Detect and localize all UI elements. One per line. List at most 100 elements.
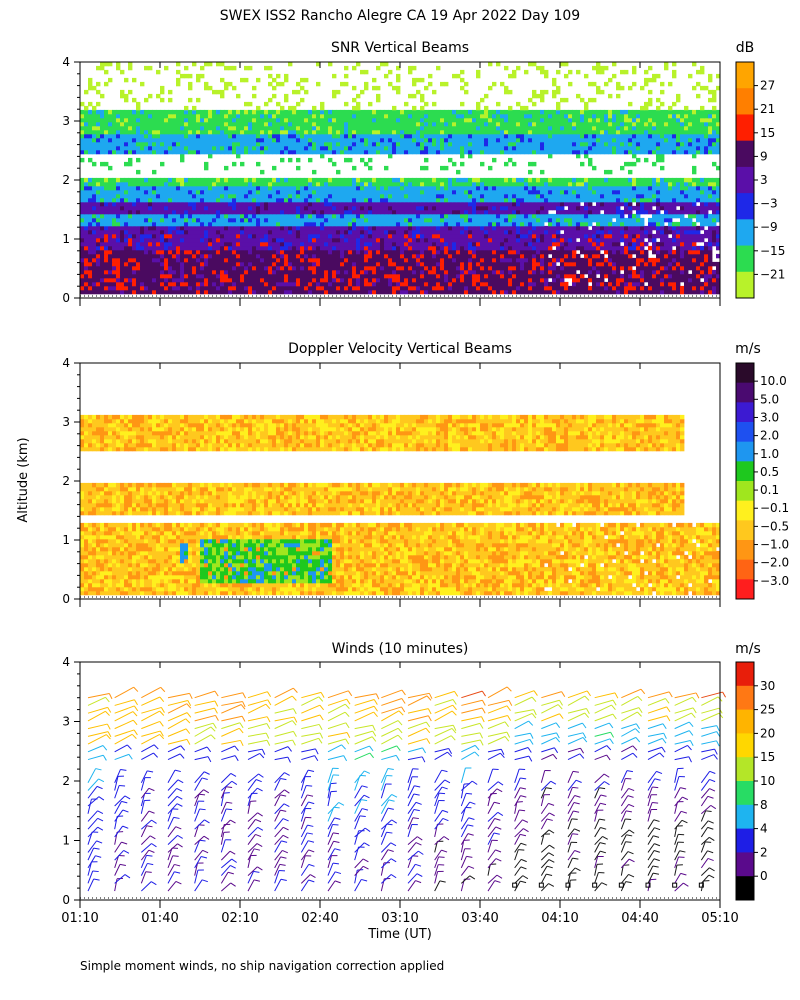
snr-cell bbox=[544, 225, 549, 231]
snr-cell bbox=[448, 225, 453, 231]
snr-cell bbox=[232, 253, 237, 259]
snr-cell bbox=[488, 269, 493, 275]
snr-cell bbox=[144, 241, 149, 247]
snr-cell bbox=[648, 185, 653, 191]
snr-cell bbox=[592, 257, 597, 263]
snr-cell bbox=[108, 225, 113, 231]
snr-cell bbox=[576, 289, 581, 295]
snr-cell bbox=[516, 269, 521, 275]
snr-cell bbox=[676, 193, 681, 199]
snr-cell bbox=[492, 245, 497, 251]
snr-cell bbox=[308, 189, 313, 195]
snr-cell bbox=[508, 241, 513, 247]
snr-cell bbox=[420, 213, 425, 219]
snr-cell bbox=[580, 229, 585, 235]
snr-cell bbox=[492, 185, 497, 191]
snr-cell bbox=[332, 189, 337, 195]
snr-cell bbox=[308, 233, 313, 239]
snr-cell bbox=[448, 221, 453, 227]
snr-cell bbox=[256, 161, 261, 167]
snr-cell bbox=[556, 277, 561, 283]
snr-cell bbox=[676, 261, 681, 267]
snr-cell bbox=[84, 145, 89, 151]
snr-cell bbox=[136, 273, 141, 279]
snr-cell bbox=[656, 289, 661, 295]
snr-cell bbox=[576, 185, 581, 191]
snr-cell bbox=[648, 189, 653, 195]
snr-cell bbox=[388, 273, 393, 279]
snr-cell bbox=[160, 261, 165, 267]
snr-cell bbox=[616, 229, 621, 235]
snr-cell bbox=[480, 241, 485, 247]
snr-cell bbox=[156, 289, 161, 295]
snr-cell bbox=[532, 285, 537, 291]
snr-cell bbox=[304, 237, 309, 243]
snr-cell bbox=[524, 185, 529, 191]
snr-cell bbox=[96, 249, 101, 255]
snr-cell bbox=[228, 253, 233, 259]
snr-cell bbox=[392, 233, 397, 239]
snr-cell bbox=[84, 209, 89, 215]
snr-cell bbox=[208, 233, 213, 239]
snr-cell bbox=[576, 257, 581, 263]
snr-cell bbox=[336, 229, 341, 235]
snr-cell bbox=[152, 229, 157, 235]
snr-cell bbox=[388, 225, 393, 231]
snr-cell bbox=[688, 189, 693, 195]
snr-cell bbox=[620, 225, 625, 231]
snr-cell bbox=[232, 193, 237, 199]
snr-cell bbox=[96, 277, 101, 283]
snr-cell bbox=[576, 153, 581, 159]
snr-cell bbox=[392, 185, 397, 191]
snr-cell bbox=[416, 241, 421, 247]
snr-cell bbox=[612, 257, 617, 263]
snr-cell bbox=[356, 149, 361, 155]
snr-cell bbox=[284, 249, 289, 255]
snr-cell bbox=[468, 149, 473, 155]
snr-cell bbox=[92, 213, 97, 219]
snr-cell bbox=[220, 193, 225, 199]
snr-cell bbox=[552, 233, 557, 239]
snr-cell bbox=[472, 201, 477, 207]
snr-cell bbox=[432, 265, 437, 271]
snr-cell bbox=[320, 185, 325, 191]
snr-cell bbox=[116, 209, 121, 215]
snr-cell bbox=[344, 261, 349, 267]
snr-cell bbox=[324, 261, 329, 267]
snr-cell bbox=[592, 145, 597, 151]
snr-cell bbox=[540, 269, 545, 275]
snr-cell bbox=[440, 265, 445, 271]
snr-cell bbox=[260, 285, 265, 291]
snr-cell bbox=[196, 185, 201, 191]
snr-cell bbox=[216, 277, 221, 283]
snr-cell bbox=[256, 189, 261, 195]
snr-cell bbox=[360, 237, 365, 243]
snr-cell bbox=[488, 253, 493, 259]
snr-cell bbox=[496, 281, 501, 287]
snr-cell bbox=[316, 229, 321, 235]
snr-cell bbox=[596, 209, 601, 215]
snr-cell bbox=[260, 237, 265, 243]
snr-cell bbox=[508, 265, 513, 271]
snr-cell bbox=[344, 189, 349, 195]
snr-cell bbox=[476, 185, 481, 191]
snr-cell bbox=[452, 269, 457, 275]
snr-cell bbox=[284, 229, 289, 235]
snr-cell bbox=[352, 149, 357, 155]
snr-cell bbox=[440, 177, 445, 183]
snr-cell bbox=[704, 209, 709, 215]
snr-cell bbox=[560, 233, 565, 239]
snr-cell bbox=[88, 229, 93, 235]
snr-cell bbox=[360, 213, 365, 219]
snr-cell bbox=[364, 145, 369, 151]
snr-cell bbox=[144, 233, 149, 239]
snr-cell bbox=[180, 221, 185, 227]
snr-cell bbox=[372, 193, 377, 199]
snr-cell bbox=[420, 233, 425, 239]
snr-cell bbox=[600, 217, 605, 223]
snr-cell bbox=[368, 217, 373, 223]
snr-cell bbox=[244, 273, 249, 279]
snr-cell bbox=[696, 257, 701, 263]
snr-cell bbox=[280, 189, 285, 195]
snr-cell bbox=[636, 245, 641, 251]
